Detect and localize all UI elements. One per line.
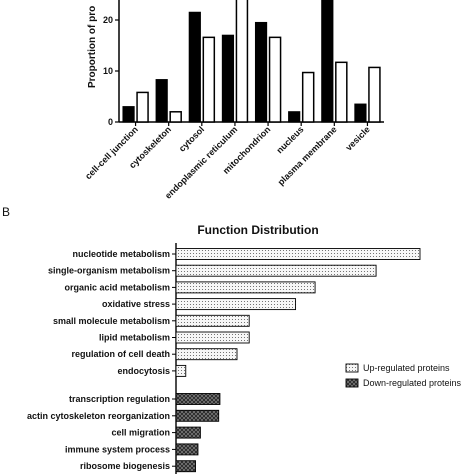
bar-up-regulated [175,364,187,377]
bar-up-regulated [175,298,297,311]
y-category-label: small molecule metabolism [53,316,170,326]
bar-series-1 [188,11,201,123]
y-category-label: endocytosis [117,366,170,376]
y-category-label: actin cytoskeleton reorganization [27,411,170,421]
legend-swatch-down [345,378,359,388]
bar-up-regulated [175,348,238,361]
bar-up-regulated [175,248,421,260]
y-category-label: organic acid metabolism [64,282,170,292]
bar-series-1 [254,21,268,123]
bar-series-2 [202,36,216,123]
bar-series-2 [368,66,381,123]
legend-label-down: Down-regulated proteins [363,378,462,388]
chart-title: Function Distribution [197,223,318,237]
y-category-label: oxidative stress [102,299,170,309]
bar-series-1 [288,111,301,123]
y-category-label: ribosome biogenesis [80,461,170,471]
y-category-label: single-organism metabolism [48,266,170,276]
bar-up-regulated [175,281,316,294]
bar-series-1 [321,0,334,123]
y-category-label: transcription regulation [69,394,170,404]
y-category-label: lipid metabolism [99,333,170,343]
panel-label: B [2,205,10,219]
y-tick-label: 20 [103,15,113,25]
bar-up-regulated [175,264,377,277]
y-category-label: nucleotide metabolism [72,249,170,259]
bar-down-regulated [175,460,196,473]
bar-series-2 [268,36,282,123]
bar-series-2 [335,61,348,123]
y-tick-label: 10 [103,66,113,76]
bar-up-regulated [175,331,250,344]
bar-series-2 [136,91,149,123]
bar-down-regulated [175,426,201,439]
y-category-label: regulation of cell death [71,349,170,359]
bar-series-1 [155,79,168,123]
bar-down-regulated [175,443,199,456]
y-tick-label: 0 [108,117,113,127]
bar-series-2 [235,0,249,123]
y-axis-label: Proportion of pro [87,6,98,88]
bar-down-regulated [175,409,220,422]
bar-series-2 [169,111,182,123]
bar-series-1 [122,106,135,123]
legend-swatch-up [345,363,359,373]
bar-series-1 [221,34,235,123]
y-category-label: immune system process [65,444,170,454]
y-category-label: cell migration [111,428,170,438]
legend-label-up: Up-regulated proteins [363,363,450,373]
bar-series-1 [354,103,367,123]
bar-series-2 [301,71,315,123]
bar-up-regulated [175,314,250,327]
bar-down-regulated [175,393,221,405]
